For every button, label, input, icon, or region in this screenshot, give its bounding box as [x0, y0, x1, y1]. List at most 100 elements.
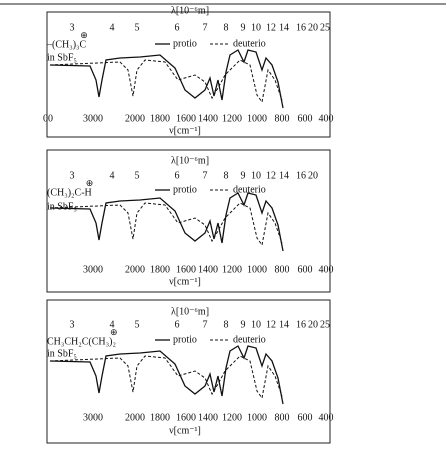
bottom-tick-label: 2000	[125, 113, 145, 124]
top-tick-label: 14	[279, 22, 289, 33]
medium-label: in SbF₅	[47, 348, 77, 359]
panel-frame	[46, 149, 331, 293]
bottom-tick-label: 2000	[125, 412, 145, 423]
bottom-tick-label: 1200	[222, 113, 242, 124]
charge: ⊕	[86, 178, 94, 188]
legend-protio: protio	[173, 184, 197, 195]
bottom-tick-label: 3000	[83, 113, 103, 124]
compound-label: CH₃CH₂C(CH₃)₂	[47, 336, 116, 347]
bottom-tick-label: 800	[275, 412, 290, 423]
axis-label: ν[cm⁻¹]	[169, 425, 201, 436]
charge: ⊕	[80, 30, 88, 40]
bottom-tick-label: 3000	[83, 412, 103, 423]
protio-curve	[49, 345, 284, 405]
top-tick-label: 5	[135, 22, 140, 33]
top-tick-label: 10	[251, 319, 261, 330]
bottom-tick-label: 3000	[83, 264, 103, 275]
top-tick-label: 12	[266, 170, 276, 181]
spectra	[49, 192, 284, 252]
axis-label: ν[cm⁻¹]	[169, 276, 201, 287]
bottom-tick-label: 1200	[222, 264, 242, 275]
top-tick-label: 7	[203, 22, 208, 33]
top-tick-label: 8	[224, 22, 229, 33]
top-tick-label: 7	[203, 319, 208, 330]
top-tick-label: 10	[251, 22, 261, 33]
bottom-tick-label: 1800	[150, 412, 170, 423]
top-tick-label: 8	[224, 170, 229, 181]
spectra	[49, 49, 284, 109]
bottom-tick-label: 1800	[150, 113, 170, 124]
top-tick-label: 3	[70, 22, 75, 33]
top-tick-label: 3	[70, 170, 75, 181]
top-tick-label: 16	[296, 170, 306, 181]
legend-protio: protio	[173, 38, 197, 49]
bottom-tick-label: 600	[298, 264, 313, 275]
top-tick-label: 16	[296, 319, 306, 330]
legend-protio: protio	[173, 334, 197, 345]
bottom-tick-label: 800	[275, 264, 290, 275]
top-tick-label: 6	[175, 22, 180, 33]
bottom-tick-label: 600	[298, 113, 313, 124]
compound-label: –(CH₃)₃C	[46, 39, 87, 50]
wavelength-label: λ[10⁻⁶m]	[171, 155, 209, 166]
top-tick-label: 25	[320, 22, 330, 33]
top-tick-label: 12	[266, 22, 276, 33]
bottom-tick-label: 1000	[247, 264, 267, 275]
protio-curve	[49, 49, 284, 109]
legend-deuterio: deuterio	[233, 184, 266, 195]
top-tick-label: 4	[110, 22, 115, 33]
bottom-tick-label: 400	[319, 412, 334, 423]
top-tick-label: 20	[308, 22, 318, 33]
top-tick-label: 12	[266, 319, 276, 330]
top-tick-label: 8	[224, 319, 229, 330]
bottom-tick-label: 1400	[198, 113, 218, 124]
bottom-tick-label: 1000	[247, 412, 267, 423]
top-tick-label: 7	[203, 170, 208, 181]
bottom-tick-label: 2000	[125, 264, 145, 275]
medium-label: in SbF₅	[47, 52, 77, 63]
wavelength-label: λ[10⁻⁶m]	[171, 5, 209, 16]
medium-label: in SbF₅	[47, 201, 77, 212]
legend-deuterio: deuterio	[233, 38, 266, 49]
top-tick-label: 14	[279, 319, 289, 330]
top-tick-label: 6	[175, 319, 180, 330]
top-tick-label: 4	[110, 170, 115, 181]
protio-curve	[49, 192, 284, 252]
legend-deuterio: deuterio	[233, 334, 266, 345]
top-tick-label: 20	[308, 319, 318, 330]
top-tick-label: 20	[308, 170, 318, 181]
bottom-tick-label: 1800	[150, 264, 170, 275]
top-tick-label: 9	[241, 170, 246, 181]
panel-frame	[46, 299, 331, 444]
spectra	[49, 345, 284, 405]
top-tick-label: 16	[296, 22, 306, 33]
top-tick-label: 9	[241, 22, 246, 33]
top-tick-label: 5	[135, 319, 140, 330]
top-tick-label: 4	[110, 319, 115, 330]
top-tick-label: 25	[320, 319, 330, 330]
axis-label: ν[cm⁻¹]	[169, 125, 201, 136]
bottom-tick-label: 400	[319, 264, 334, 275]
bottom-tick-label: 00	[43, 113, 53, 124]
bottom-tick-label: 1600	[176, 412, 196, 423]
top-tick-label: 10	[251, 170, 261, 181]
compound-label: (CH₃)₂C-H	[47, 187, 92, 198]
bottom-tick-label: 1000	[247, 113, 267, 124]
panel-frame	[46, 11, 331, 138]
top-tick-label: 5	[135, 170, 140, 181]
top-tick-label: 14	[279, 170, 289, 181]
bottom-tick-label: 400	[319, 113, 334, 124]
bottom-tick-label: 1200	[222, 412, 242, 423]
bottom-tick-label: 800	[275, 113, 290, 124]
bottom-tick-label: 1400	[198, 264, 218, 275]
bottom-tick-label: 600	[298, 412, 313, 423]
top-tick-label: 6	[175, 170, 180, 181]
bottom-tick-label: 1400	[198, 412, 218, 423]
charge: ⊕	[110, 327, 118, 337]
bottom-tick-label: 1600	[176, 264, 196, 275]
top-tick-label: 9	[241, 319, 246, 330]
wavelength-label: λ[10⁻⁶m]	[171, 306, 209, 317]
bottom-tick-label: 1600	[176, 113, 196, 124]
top-tick-label: 3	[70, 319, 75, 330]
